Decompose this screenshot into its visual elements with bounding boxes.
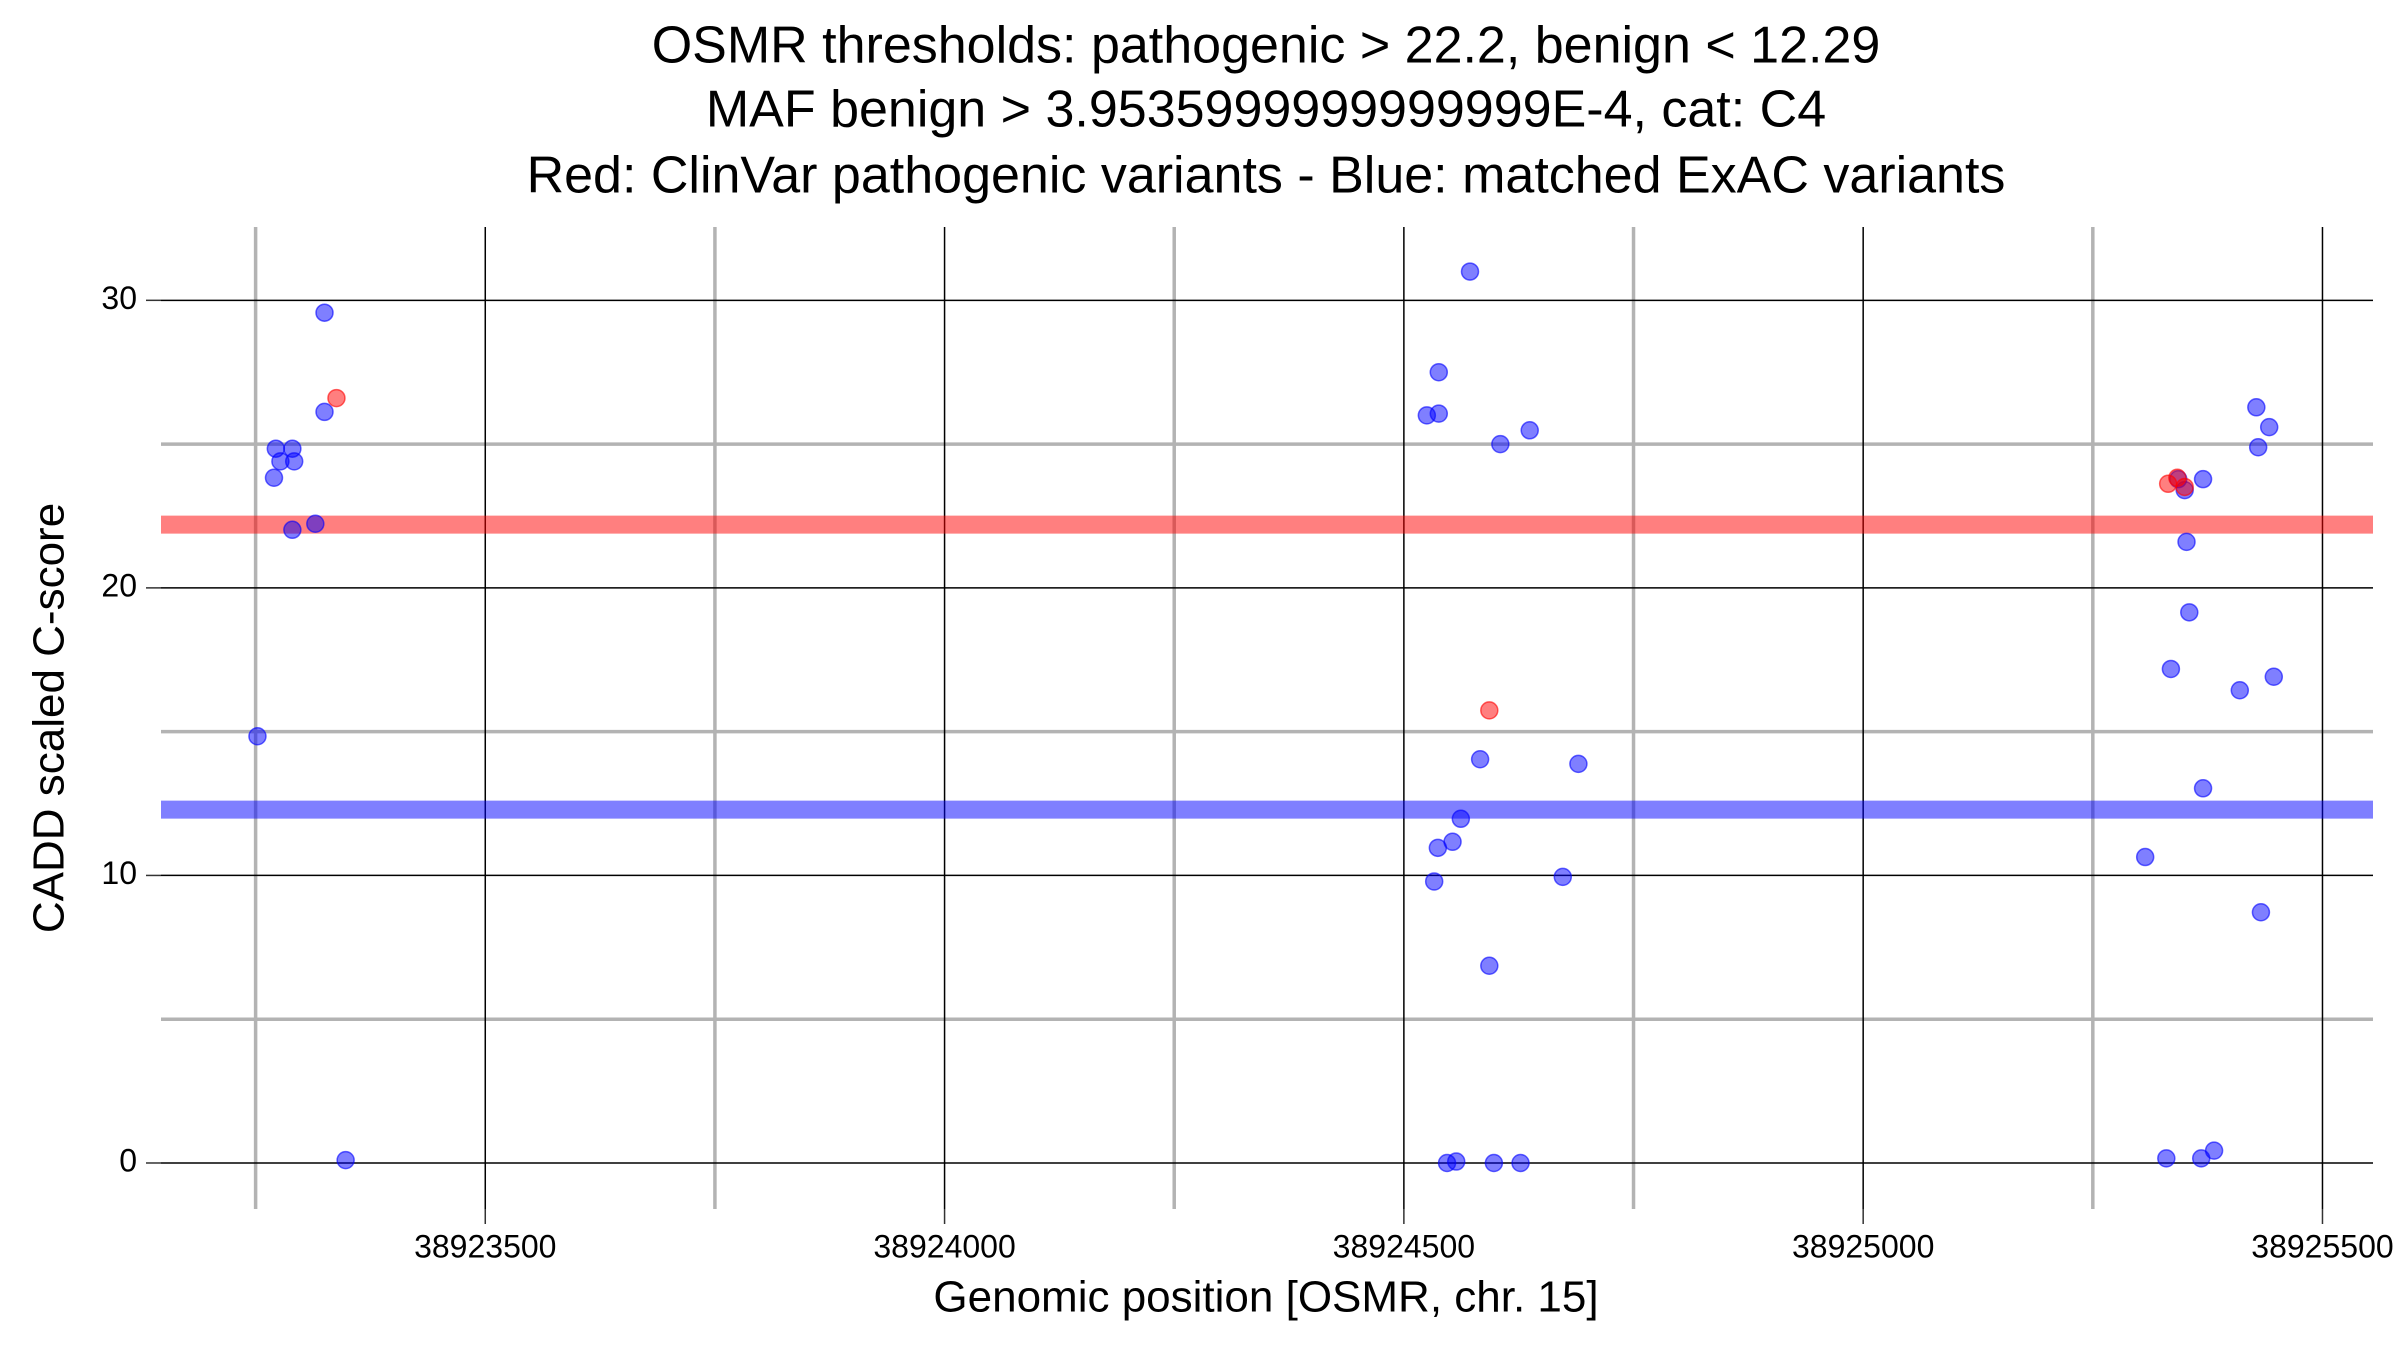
chart-title: OSMR thresholds: pathogenic > 22.2, beni… bbox=[652, 17, 1881, 75]
y-axis-label: CADD scaled C-score bbox=[25, 503, 74, 933]
point bbox=[1446, 1152, 1466, 1171]
point bbox=[283, 520, 302, 540]
y-tick-label: 20 bbox=[101, 567, 137, 603]
x-tick-label: 38925500 bbox=[2251, 1228, 2393, 1264]
chart-title: Red: ClinVar pathogenic variants - Blue:… bbox=[527, 147, 2006, 205]
point bbox=[248, 727, 267, 746]
y-tick-label: 0 bbox=[119, 1142, 137, 1178]
point bbox=[1429, 404, 1449, 423]
chart-title: MAF benign > 3.9535999999999999E-4, cat:… bbox=[706, 81, 1826, 139]
point bbox=[1520, 421, 1539, 440]
point bbox=[1484, 1153, 1504, 1173]
x-tick-label: 38923500 bbox=[414, 1228, 556, 1264]
point bbox=[306, 514, 325, 534]
point bbox=[336, 1150, 355, 1170]
x-tick-label: 38925000 bbox=[1792, 1228, 1934, 1264]
point bbox=[2180, 603, 2199, 622]
point bbox=[1480, 701, 1499, 720]
point bbox=[2251, 902, 2271, 922]
point bbox=[1424, 872, 1444, 891]
point bbox=[1470, 750, 1490, 769]
x-tick-label: 38924500 bbox=[1333, 1228, 1475, 1264]
y-tick-label: 30 bbox=[101, 280, 137, 316]
point bbox=[284, 452, 304, 471]
point bbox=[2248, 438, 2268, 457]
point bbox=[1511, 1153, 1530, 1173]
point bbox=[327, 388, 346, 408]
x-tick-label: 38924000 bbox=[873, 1228, 1015, 1264]
point bbox=[1443, 832, 1462, 852]
point bbox=[315, 402, 334, 422]
point bbox=[2193, 779, 2213, 798]
point bbox=[2193, 469, 2213, 489]
point bbox=[1553, 867, 1573, 887]
point bbox=[2230, 681, 2250, 700]
point bbox=[1480, 956, 1499, 975]
point bbox=[2264, 667, 2284, 686]
point bbox=[2175, 477, 2194, 497]
point bbox=[2135, 847, 2155, 867]
point bbox=[1569, 754, 1588, 774]
y-tick-label: 10 bbox=[101, 855, 137, 891]
point bbox=[2157, 1149, 2176, 1168]
point bbox=[264, 468, 284, 487]
point bbox=[1451, 809, 1471, 829]
point bbox=[1460, 262, 1480, 281]
x-axis-label: Genomic position [OSMR, chr. 15] bbox=[933, 1273, 1598, 1322]
point bbox=[1491, 434, 1510, 454]
point bbox=[2259, 417, 2279, 437]
point bbox=[2177, 532, 2196, 552]
point bbox=[2204, 1141, 2224, 1160]
point bbox=[1429, 362, 1449, 382]
point bbox=[2247, 398, 2266, 417]
point bbox=[315, 303, 334, 322]
point bbox=[2161, 659, 2181, 679]
